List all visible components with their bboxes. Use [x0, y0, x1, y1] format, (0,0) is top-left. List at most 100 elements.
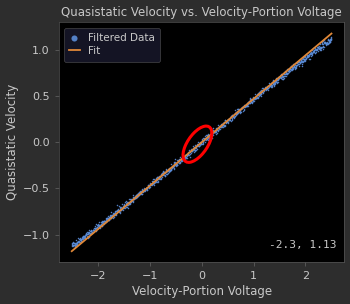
Filtered Data: [104, 219, 110, 223]
Filtered Data: [181, 153, 187, 158]
Filtered Data: [204, 133, 209, 138]
Filtered Data: [106, 216, 112, 221]
Filtered Data: [161, 169, 167, 174]
Filtered Data: [74, 242, 79, 247]
Filtered Data: [324, 41, 330, 46]
Filtered Data: [239, 105, 245, 110]
Filtered Data: [120, 204, 126, 209]
Filtered Data: [86, 231, 91, 236]
Filtered Data: [299, 61, 305, 66]
Filtered Data: [304, 54, 309, 59]
Filtered Data: [144, 186, 150, 191]
Filtered Data: [286, 67, 292, 72]
Filtered Data: [94, 225, 99, 230]
Filtered Data: [114, 209, 119, 214]
Filtered Data: [232, 110, 238, 115]
Filtered Data: [272, 80, 278, 85]
Filtered Data: [224, 119, 230, 124]
Filtered Data: [293, 63, 298, 68]
Filtered Data: [214, 126, 219, 130]
Filtered Data: [198, 142, 204, 147]
Filtered Data: [182, 153, 188, 158]
Filtered Data: [266, 85, 272, 90]
Filtered Data: [282, 69, 288, 74]
Filtered Data: [88, 228, 93, 233]
Filtered Data: [116, 208, 121, 213]
Filtered Data: [208, 130, 213, 134]
Filtered Data: [318, 48, 324, 53]
Filtered Data: [136, 190, 142, 195]
Filtered Data: [216, 123, 222, 128]
Filtered Data: [265, 85, 271, 90]
Filtered Data: [220, 122, 226, 127]
Filtered Data: [252, 95, 258, 100]
Filtered Data: [307, 57, 313, 62]
Filtered Data: [279, 77, 285, 81]
Filtered Data: [91, 228, 96, 233]
Filtered Data: [293, 60, 299, 65]
Filtered Data: [287, 66, 293, 71]
Filtered Data: [211, 129, 217, 134]
Filtered Data: [238, 107, 244, 112]
Filtered Data: [282, 72, 287, 77]
Filtered Data: [209, 132, 215, 136]
Filtered Data: [222, 120, 227, 125]
Text: -2.3, 1.13: -2.3, 1.13: [269, 240, 337, 250]
Filtered Data: [127, 202, 132, 207]
Filtered Data: [290, 66, 296, 71]
Filtered Data: [142, 188, 148, 192]
Filtered Data: [146, 186, 152, 191]
Filtered Data: [155, 174, 161, 179]
Filtered Data: [293, 65, 299, 70]
Filtered Data: [78, 236, 83, 241]
Filtered Data: [229, 112, 234, 117]
Filtered Data: [161, 170, 167, 175]
Filtered Data: [130, 196, 135, 201]
Filtered Data: [138, 191, 144, 195]
Filtered Data: [288, 64, 294, 68]
Filtered Data: [71, 243, 77, 247]
Filtered Data: [143, 186, 149, 191]
Filtered Data: [210, 128, 215, 133]
Filtered Data: [113, 212, 119, 217]
Filtered Data: [201, 136, 206, 140]
Filtered Data: [261, 87, 267, 92]
Filtered Data: [74, 240, 79, 245]
Filtered Data: [122, 204, 128, 209]
Filtered Data: [295, 60, 300, 65]
Filtered Data: [296, 61, 302, 66]
Filtered Data: [257, 91, 262, 95]
Filtered Data: [142, 188, 148, 193]
Filtered Data: [135, 192, 141, 197]
Filtered Data: [128, 197, 133, 202]
Filtered Data: [284, 71, 290, 76]
Filtered Data: [79, 237, 84, 242]
Filtered Data: [297, 59, 302, 64]
Filtered Data: [326, 39, 332, 44]
Filtered Data: [76, 240, 82, 245]
Filtered Data: [314, 47, 320, 51]
Filtered Data: [111, 212, 116, 217]
Filtered Data: [224, 117, 229, 122]
Filtered Data: [324, 43, 329, 48]
Filtered Data: [273, 81, 278, 86]
Filtered Data: [119, 206, 125, 211]
Filtered Data: [301, 57, 306, 62]
Filtered Data: [315, 45, 321, 50]
Filtered Data: [176, 161, 181, 166]
Filtered Data: [234, 108, 240, 113]
Filtered Data: [298, 57, 303, 62]
Filtered Data: [268, 84, 273, 88]
Filtered Data: [91, 230, 96, 235]
Filtered Data: [303, 56, 309, 60]
Filtered Data: [89, 230, 95, 235]
Filtered Data: [251, 98, 257, 103]
Filtered Data: [314, 46, 320, 51]
Filtered Data: [243, 104, 249, 109]
Filtered Data: [152, 178, 158, 183]
Filtered Data: [141, 188, 147, 193]
Filtered Data: [85, 231, 91, 236]
Filtered Data: [90, 228, 95, 233]
Filtered Data: [141, 190, 146, 195]
Filtered Data: [136, 192, 141, 197]
